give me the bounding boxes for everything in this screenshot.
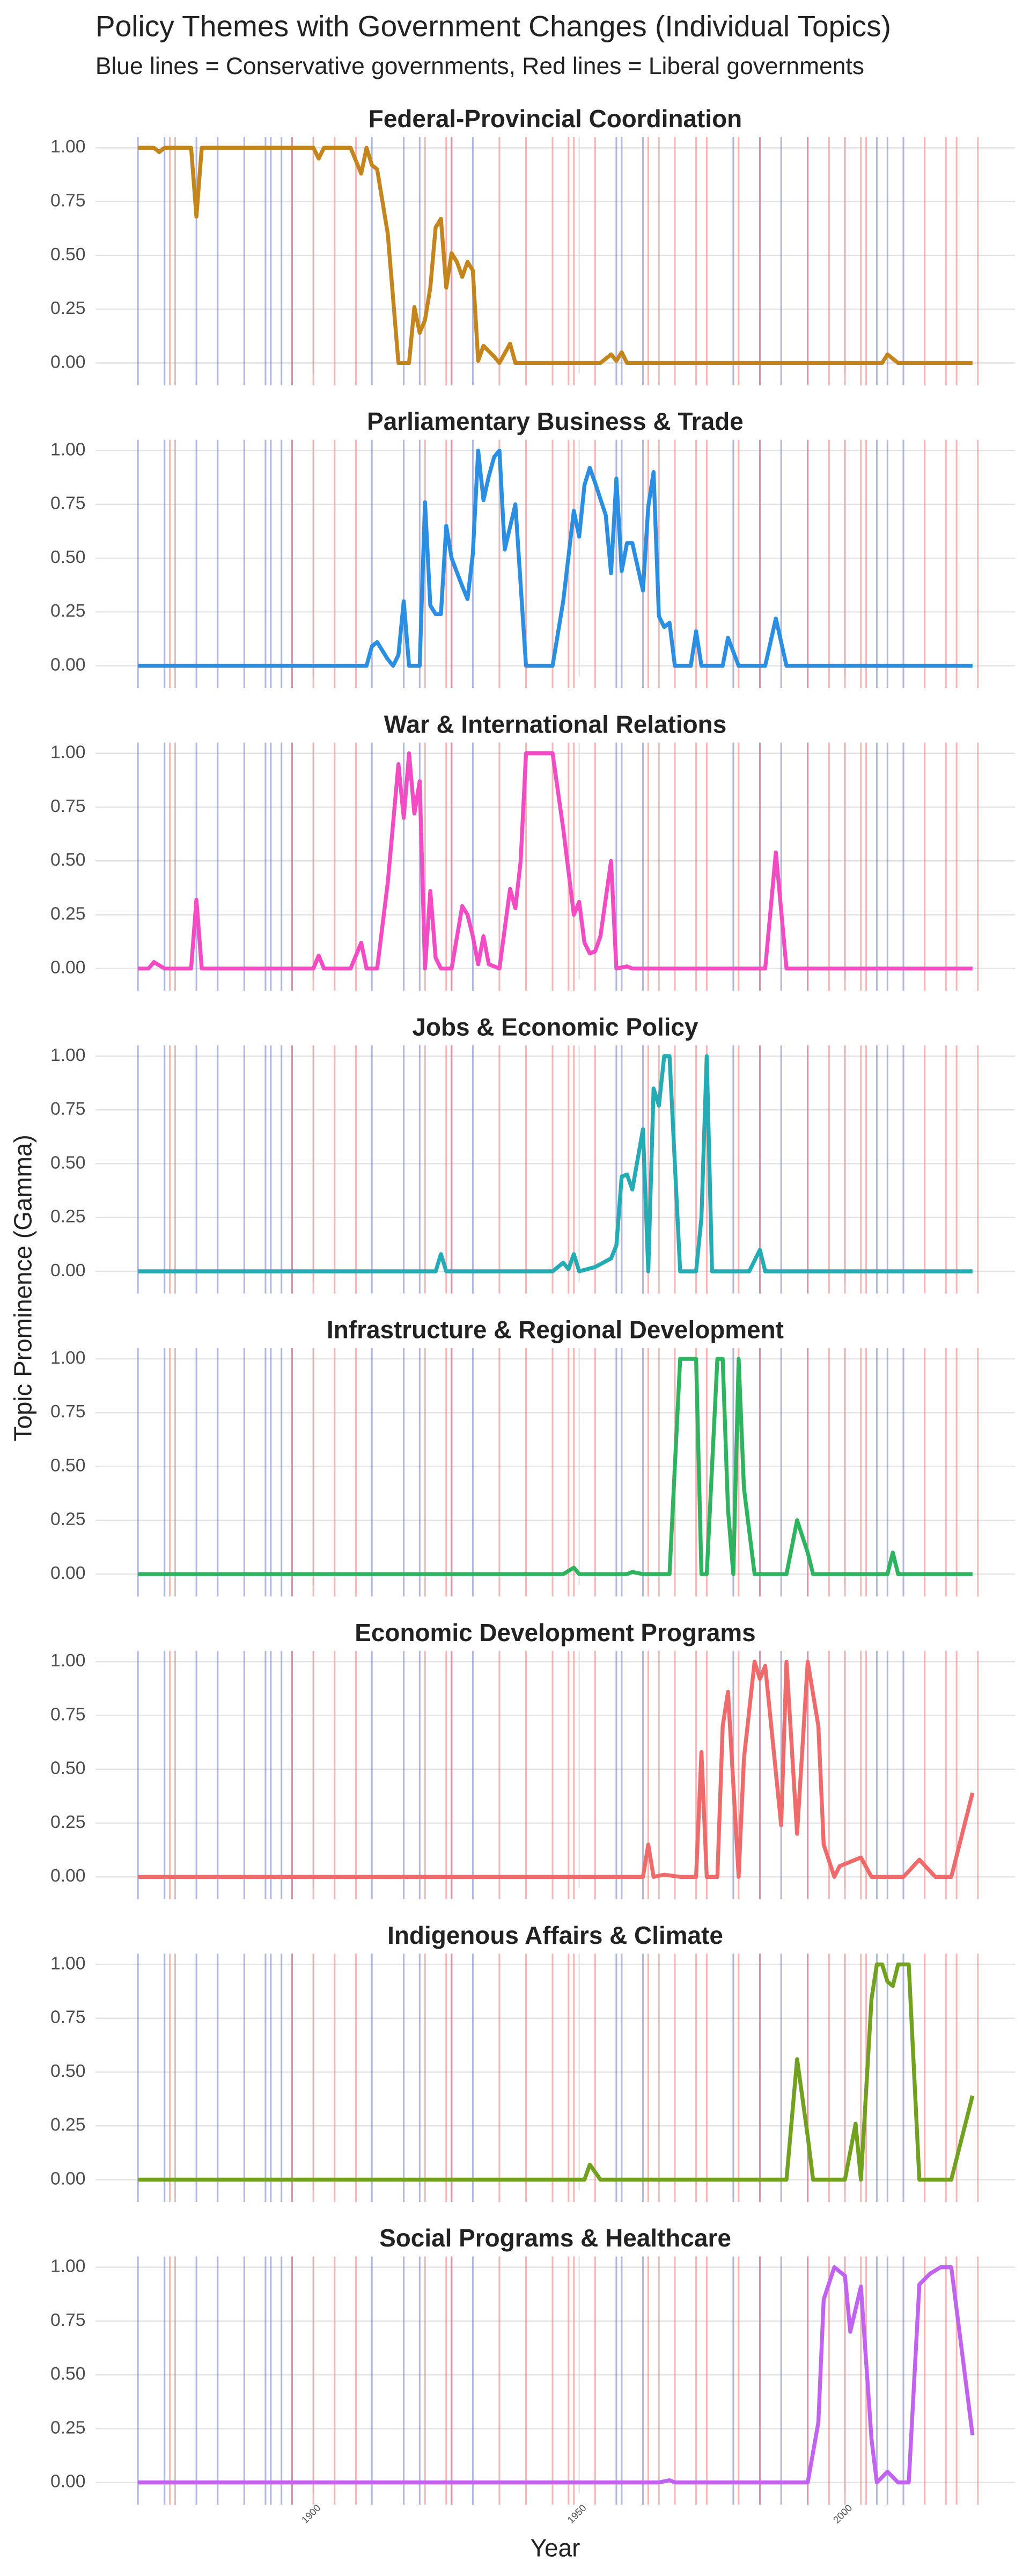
x-tick-label: 1950 (565, 2502, 588, 2526)
y-tick-label: 0.00 (50, 958, 86, 978)
y-tick-label: 0.50 (50, 850, 86, 870)
y-tick-label: 0.75 (50, 191, 86, 211)
y-tick-label: 0.75 (50, 1704, 86, 1724)
y-tick-label: 0.50 (50, 1455, 86, 1475)
y-tick-label: 0.50 (50, 1759, 86, 1779)
y-tick-label: 0.00 (50, 2169, 86, 2189)
data-line (138, 1357, 973, 1576)
y-tick-label: 1.00 (50, 440, 86, 459)
y-tick-label: 0.75 (50, 2310, 86, 2330)
data-line (138, 145, 973, 365)
y-tick-label: 0.50 (50, 1153, 86, 1173)
y-tick-label: 1.00 (50, 743, 86, 763)
y-tick-label: 0.75 (50, 2008, 86, 2028)
y-tick-label: 0.50 (50, 547, 86, 567)
panel-title: Indigenous Affairs & Climate (387, 1921, 723, 1949)
panel-title: Social Programs & Healthcare (379, 2224, 731, 2252)
panel-title: Infrastructure & Regional Development (327, 1316, 784, 1344)
chart-subtitle: Blue lines = Conservative governments, R… (95, 53, 864, 79)
y-tick-label: 0.00 (50, 1866, 86, 1886)
panel-title: Jobs & Economic Policy (412, 1013, 698, 1041)
data-line (138, 751, 973, 971)
panel-title: Parliamentary Business & Trade (367, 407, 744, 435)
data-line (138, 1659, 975, 1879)
y-tick-label: 1.00 (50, 1651, 86, 1671)
panel-title: War & International Relations (384, 710, 727, 738)
x-tick-label: 2000 (831, 2502, 855, 2526)
y-tick-label: 0.25 (50, 298, 86, 318)
y-tick-label: 0.25 (50, 904, 86, 924)
y-tick-label: 0.00 (50, 1563, 86, 1583)
y-tick-label: 0.75 (50, 1099, 86, 1119)
y-tick-label: 0.25 (50, 1207, 86, 1227)
panel-title: Federal-Provincial Coordination (369, 105, 742, 133)
data-line (138, 1962, 975, 2182)
y-tick-label: 1.00 (50, 1045, 86, 1065)
data-line (138, 1054, 973, 1274)
y-tick-label: 0.25 (50, 1510, 86, 1529)
y-tick-label: 0.75 (50, 1402, 86, 1422)
y-tick-label: 0.50 (50, 245, 86, 265)
y-tick-label: 0.50 (50, 2061, 86, 2081)
y-tick-label: 1.00 (50, 137, 86, 157)
y-tick-label: 0.75 (50, 494, 86, 514)
y-tick-label: 1.00 (50, 2257, 86, 2277)
x-axis-label: Year (531, 2534, 580, 2562)
y-tick-label: 0.50 (50, 2364, 86, 2384)
y-tick-label: 0.25 (50, 2115, 86, 2135)
y-tick-label: 0.00 (50, 352, 86, 372)
y-tick-label: 1.00 (50, 1348, 86, 1368)
y-axis-label: Topic Prominence (Gamma) (9, 1135, 36, 1441)
y-tick-label: 1.00 (50, 1953, 86, 1973)
data-line (138, 448, 973, 668)
chart-title: Policy Themes with Government Changes (I… (95, 9, 891, 42)
y-tick-label: 0.25 (50, 1812, 86, 1832)
y-tick-label: 0.00 (50, 1261, 86, 1280)
y-tick-label: 0.25 (50, 2418, 86, 2438)
panel-title: Economic Development Programs (355, 1619, 755, 1646)
y-tick-label: 0.00 (50, 2472, 86, 2492)
y-tick-label: 0.00 (50, 655, 86, 675)
y-tick-label: 0.75 (50, 796, 86, 816)
x-tick-label: 1900 (299, 2502, 323, 2526)
y-tick-label: 0.25 (50, 601, 86, 621)
data-line (138, 2265, 975, 2485)
